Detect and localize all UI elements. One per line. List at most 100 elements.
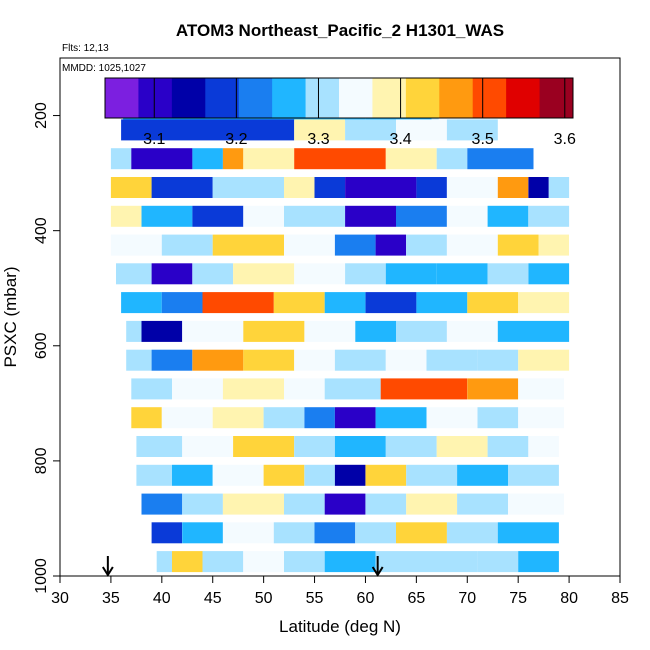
x-tick-label: 60 <box>357 590 375 607</box>
heatmap-cell <box>136 464 172 486</box>
heatmap-cell <box>304 464 335 486</box>
colorbar-tick-label: 3.4 <box>389 131 411 148</box>
heatmap-cell <box>212 177 284 198</box>
flight-arrow-head <box>102 566 114 577</box>
heatmap-cell <box>131 148 193 170</box>
heatmap-cell <box>508 464 559 486</box>
heatmap-cell <box>345 119 396 141</box>
heatmap-cell <box>436 148 468 170</box>
heatmap-cell <box>172 551 203 573</box>
heatmap-cell <box>324 551 376 573</box>
heatmap-cell <box>233 263 295 285</box>
heatmap-cell <box>324 378 381 400</box>
heatmap-cell <box>121 119 295 141</box>
heatmap-cell <box>406 464 458 486</box>
x-tick-label: 45 <box>204 590 222 607</box>
x-tick-label: 30 <box>51 590 69 607</box>
heatmap-cell <box>457 464 508 486</box>
heatmap-cell <box>294 148 386 170</box>
heatmap-cell <box>538 234 569 256</box>
heatmap-cell <box>467 292 519 314</box>
heatmap-cell <box>324 493 366 515</box>
heatmap-cell <box>436 436 488 457</box>
heatmap-cell <box>172 378 223 400</box>
heatmap-cell <box>304 320 356 342</box>
axes: 30 35 40 45 50 55 60 65 70 75 80 85 200 400 600 800 1000 <box>33 102 629 607</box>
heatmap-cell <box>518 349 570 371</box>
heatmap-cell <box>446 320 498 342</box>
heatmap-cell <box>212 407 264 429</box>
colorbar: 3.1 3.2 3.3 3.4 3.5 3.6 <box>104 77 576 148</box>
colorbar-swatch <box>539 78 574 118</box>
colorbar-swatch <box>506 78 540 118</box>
heatmap-cell <box>116 263 152 285</box>
heatmap-cell <box>192 263 234 285</box>
plot-frame <box>59 57 621 577</box>
heatmap-cell <box>284 378 325 400</box>
heatmap-cell <box>294 263 346 285</box>
colorbar-swatch <box>171 78 206 118</box>
heatmap-cell <box>161 407 213 429</box>
heatmap-cell <box>477 407 519 429</box>
heatmap-cell <box>528 263 570 285</box>
heatmap-cell <box>243 349 295 371</box>
heatmap-cell <box>548 177 570 198</box>
dates-label: MMDD: 1025,1027 <box>62 63 146 74</box>
heatmap-cell <box>467 378 519 400</box>
heatmap-cell <box>385 148 437 170</box>
heatmap-cell <box>182 522 223 544</box>
heatmap-cell <box>385 263 437 285</box>
y-tick-label: 1000 <box>33 558 50 594</box>
heatmap-cell <box>365 464 407 486</box>
heatmap-cell <box>355 522 396 544</box>
heatmap-cell <box>334 407 376 429</box>
colorbar-tick-label: 3.6 <box>554 131 576 148</box>
colorbar-swatch <box>405 78 440 118</box>
heatmap-cell <box>222 493 284 515</box>
colorbar-swatch <box>339 78 373 118</box>
heatmap-cell <box>497 320 570 342</box>
y-tick-label: 400 <box>33 217 50 244</box>
heatmap-cell <box>110 205 142 227</box>
heatmap-cell <box>508 493 564 515</box>
heatmap-cell <box>151 522 183 544</box>
heatmap-cell <box>222 378 284 400</box>
heatmap-cell <box>151 349 193 371</box>
heatmap-cell <box>202 551 244 573</box>
heatmap-cell <box>396 119 447 141</box>
heatmap-cell <box>518 378 564 400</box>
heatmap-cell <box>345 177 417 198</box>
heatmap-cell <box>406 493 458 515</box>
heatmap-cell <box>273 292 325 314</box>
x-tick-label: 85 <box>611 590 629 607</box>
chart-title: ATOM3 Northeast_Pacific_2 H1301_WAS <box>176 21 504 40</box>
heatmap-cell <box>487 205 529 227</box>
heatmap-cell <box>172 464 213 486</box>
heatmap-cell <box>273 522 315 544</box>
heatmap-cell <box>304 407 335 429</box>
heatmap-cell <box>294 119 346 141</box>
heatmap-cell <box>131 407 162 429</box>
heatmap-cell <box>497 522 559 544</box>
heatmap-cell <box>243 551 284 573</box>
heatmap-cell <box>141 205 193 227</box>
heatmap-cell <box>487 436 529 457</box>
x-tick-label: 70 <box>458 590 476 607</box>
heatmap-cell <box>406 234 447 256</box>
heatmap-cell <box>314 522 356 544</box>
heatmap-cell <box>528 436 559 457</box>
heatmap-cell <box>416 177 447 198</box>
heatmap-cell <box>497 177 529 198</box>
colorbar-swatch <box>138 78 173 118</box>
x-tick-label: 55 <box>306 590 324 607</box>
heatmap-cell <box>161 234 213 256</box>
colorbar-frame <box>104 77 574 119</box>
heatmap-cell <box>212 234 284 256</box>
heatmap-cell <box>446 177 498 198</box>
heatmap-cell <box>396 205 447 227</box>
colorbar-swatch <box>238 78 273 118</box>
heatmap-cell <box>426 551 478 573</box>
heatmap-cell <box>161 292 203 314</box>
heatmap-cell <box>314 177 345 198</box>
heatmap-cell <box>334 464 366 486</box>
